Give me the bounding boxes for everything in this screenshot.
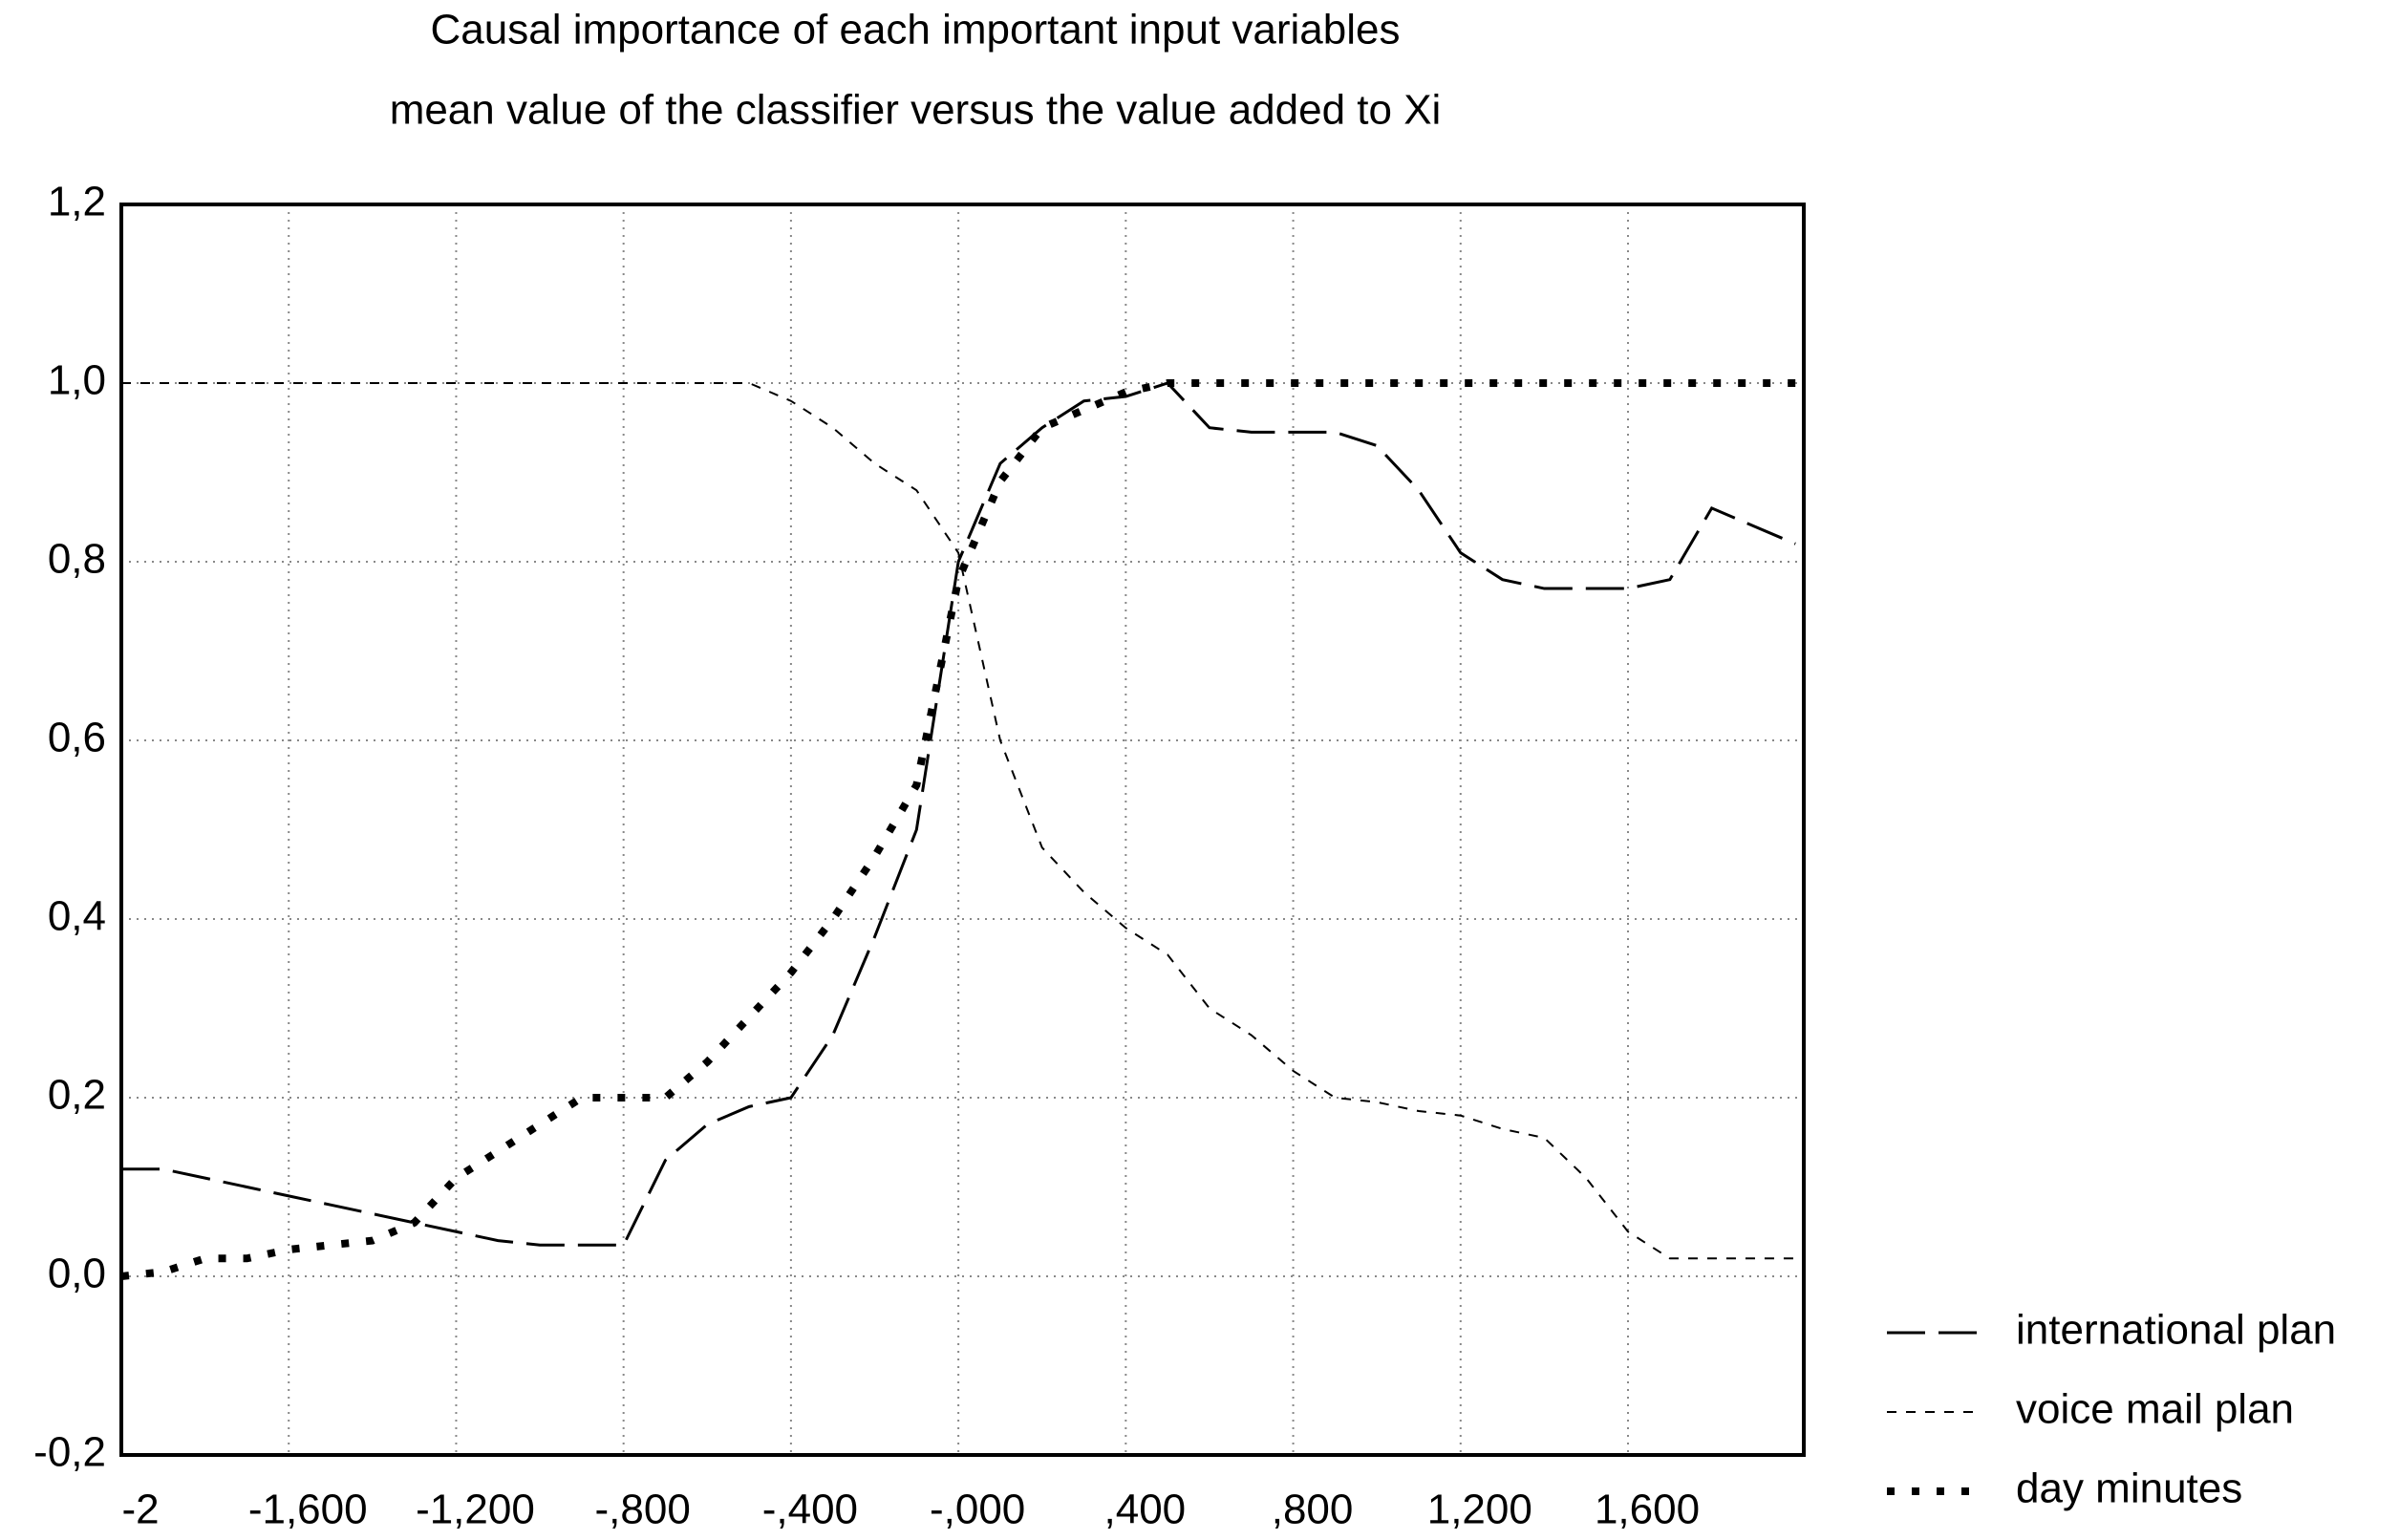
chart-title: Causal importance of each important inpu… <box>431 7 1401 53</box>
legend-label: voice mail plan <box>2016 1386 2294 1433</box>
x-tick-label: 1,600 <box>1595 1487 1700 1533</box>
y-tick-label: 1,0 <box>48 357 106 404</box>
chart-subtitle: mean value of the classifier versus the … <box>390 87 1442 134</box>
legend-label: international plan <box>2016 1307 2336 1354</box>
y-tick-label: 0,6 <box>48 715 106 761</box>
series-line <box>121 381 1796 1247</box>
y-tick-label: 0,8 <box>48 536 106 583</box>
x-tick-label: -1,600 <box>248 1487 368 1533</box>
plot-frame <box>119 203 1806 1457</box>
x-tick-label: 1,200 <box>1427 1487 1532 1533</box>
x-tick-label: -1,200 <box>416 1487 535 1533</box>
y-tick-label: 0,2 <box>48 1072 106 1119</box>
y-tick-label: 0,4 <box>48 893 106 940</box>
x-tick-label: ,800 <box>1272 1487 1354 1533</box>
series-line <box>121 382 1796 1260</box>
y-tick-label: 0,0 <box>48 1251 106 1297</box>
series-line <box>120 379 1796 1280</box>
x-tick-label: -2 <box>121 1487 159 1533</box>
y-tick-label: -0,2 <box>33 1429 106 1476</box>
x-tick-label: -,800 <box>595 1487 691 1533</box>
x-tick-label: ,400 <box>1104 1487 1187 1533</box>
x-tick-label: -,400 <box>762 1487 858 1533</box>
x-tick-label: -,000 <box>930 1487 1025 1533</box>
y-tick-label: 1,2 <box>48 179 106 225</box>
legend-label: day minutes <box>2016 1465 2242 1512</box>
